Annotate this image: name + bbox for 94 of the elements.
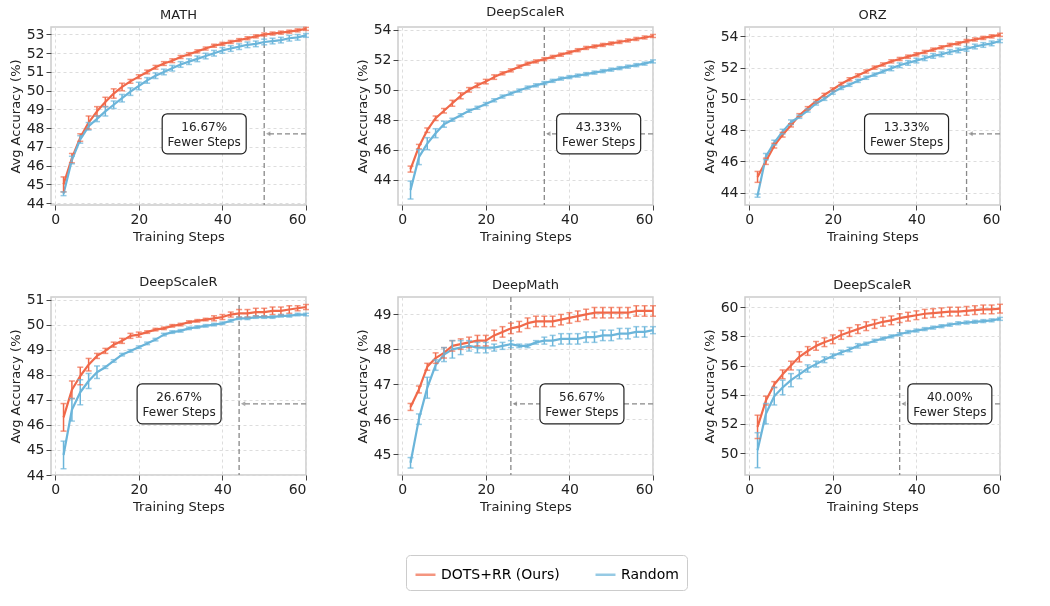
y-tick-label: 44 bbox=[720, 184, 739, 201]
y-tick-label: 52 bbox=[373, 51, 392, 68]
x-tick-label: 0 bbox=[398, 480, 408, 497]
y-tick-label: 44 bbox=[26, 194, 45, 211]
y-axis-title: Avg Accuracy (%) bbox=[7, 329, 23, 444]
y-tick-label: 48 bbox=[373, 111, 392, 128]
y-tick-label: 46 bbox=[26, 416, 45, 433]
y-tick-label: 56 bbox=[720, 357, 739, 374]
x-tick-label: 0 bbox=[745, 480, 755, 497]
chart-title: ORZ bbox=[858, 7, 887, 23]
y-tick-label: 45 bbox=[26, 175, 45, 192]
y-tick-label: 50 bbox=[26, 316, 45, 333]
x-tick-label: 40 bbox=[907, 480, 926, 497]
y-tick-label: 50 bbox=[26, 82, 45, 99]
y-tick-label: 49 bbox=[26, 100, 45, 117]
y-tick-label: 48 bbox=[26, 119, 45, 136]
x-tick-label: 60 bbox=[635, 210, 654, 227]
x-tick-label: 60 bbox=[288, 480, 307, 497]
y-tick-label: 53 bbox=[26, 25, 45, 42]
y-tick-label: 60 bbox=[720, 298, 739, 315]
x-tick-label: 0 bbox=[51, 210, 61, 227]
line-series bbox=[409, 309, 655, 409]
x-tick-label: 0 bbox=[51, 480, 61, 497]
x-tick-label: 20 bbox=[477, 480, 496, 497]
y-axis-title: Avg Accuracy (%) bbox=[701, 59, 717, 174]
y-tick-label: 45 bbox=[373, 445, 392, 462]
x-axis-title: Training Steps bbox=[479, 228, 573, 244]
x-tick-label: 60 bbox=[982, 210, 1001, 227]
y-tick-label: 52 bbox=[720, 59, 739, 76]
y-tick-label: 47 bbox=[26, 138, 45, 155]
legend-label: Random bbox=[621, 565, 679, 582]
chart-title: DeepScaleR bbox=[486, 3, 565, 19]
x-tick-label: 60 bbox=[635, 480, 654, 497]
y-tick-label: 48 bbox=[26, 366, 45, 383]
legend-label: DOTS+RR (Ours) bbox=[441, 565, 560, 582]
x-tick-label: 0 bbox=[745, 210, 755, 227]
annotation: 56.67% Fewer Steps bbox=[545, 389, 619, 419]
x-tick-label: 40 bbox=[213, 210, 232, 227]
y-tick-label: 54 bbox=[373, 21, 392, 38]
y-tick-label: 47 bbox=[26, 391, 45, 408]
chart-title: MATH bbox=[160, 7, 197, 23]
annotation: 40.00% Fewer Steps bbox=[913, 389, 987, 419]
y-tick-label: 44 bbox=[373, 171, 392, 188]
y-axis-title: Avg Accuracy (%) bbox=[354, 59, 370, 174]
x-axis-title: Training Steps bbox=[132, 498, 226, 514]
x-tick-label: 40 bbox=[907, 210, 926, 227]
y-tick-label: 45 bbox=[26, 441, 45, 458]
annotation: 26.67% Fewer Steps bbox=[142, 389, 216, 419]
y-tick-label: 44 bbox=[26, 466, 45, 483]
y-tick-label: 52 bbox=[720, 415, 739, 432]
y-tick-label: 58 bbox=[720, 327, 739, 344]
y-tick-label: 46 bbox=[373, 141, 392, 158]
y-axis-title: Avg Accuracy (%) bbox=[701, 329, 717, 444]
x-tick-label: 40 bbox=[560, 480, 579, 497]
y-tick-label: 50 bbox=[720, 90, 739, 107]
y-axis-title: Avg Accuracy (%) bbox=[354, 329, 370, 444]
y-tick-label: 50 bbox=[720, 444, 739, 461]
chart-title: DeepScaleR bbox=[833, 277, 912, 293]
y-tick-label: 51 bbox=[26, 291, 45, 308]
y-tick-label: 49 bbox=[26, 341, 45, 358]
y-tick-label: 46 bbox=[720, 152, 739, 169]
annotation: 16.67% Fewer Steps bbox=[167, 119, 241, 149]
y-tick-label: 49 bbox=[373, 305, 392, 322]
x-axis-title: Training Steps bbox=[479, 498, 573, 514]
x-tick-label: 20 bbox=[130, 210, 149, 227]
x-tick-label: 0 bbox=[398, 210, 408, 227]
y-tick-label: 51 bbox=[26, 63, 45, 80]
y-axis-title: Avg Accuracy (%) bbox=[7, 59, 23, 174]
chart-title: DeepScaleR bbox=[139, 273, 218, 289]
x-tick-label: 40 bbox=[213, 480, 232, 497]
y-tick-label: 50 bbox=[373, 81, 392, 98]
y-tick-label: 46 bbox=[26, 157, 45, 174]
x-tick-label: 40 bbox=[560, 210, 579, 227]
x-axis-title: Training Steps bbox=[132, 228, 226, 244]
annotation: 13.33% Fewer Steps bbox=[869, 119, 944, 149]
x-tick-label: 60 bbox=[982, 480, 1001, 497]
y-tick-label: 52 bbox=[26, 44, 45, 61]
y-tick-label: 54 bbox=[720, 386, 739, 403]
x-tick-label: 60 bbox=[288, 210, 307, 227]
x-axis-title: Training Steps bbox=[826, 498, 920, 514]
x-tick-label: 20 bbox=[824, 480, 843, 497]
x-tick-label: 20 bbox=[477, 210, 496, 227]
annotation: 43.33% Fewer Steps bbox=[562, 119, 636, 149]
y-tick-label: 54 bbox=[720, 27, 739, 44]
y-tick-label: 48 bbox=[720, 121, 739, 138]
y-tick-label: 46 bbox=[373, 410, 392, 427]
y-tick-label: 48 bbox=[373, 340, 392, 357]
x-axis-title: Training Steps bbox=[826, 228, 920, 244]
line-series bbox=[409, 329, 655, 464]
chart-title: DeepMath bbox=[492, 277, 559, 293]
x-tick-label: 20 bbox=[130, 480, 149, 497]
x-tick-label: 20 bbox=[824, 210, 843, 227]
line-series bbox=[756, 307, 1002, 428]
y-tick-label: 47 bbox=[373, 375, 392, 392]
